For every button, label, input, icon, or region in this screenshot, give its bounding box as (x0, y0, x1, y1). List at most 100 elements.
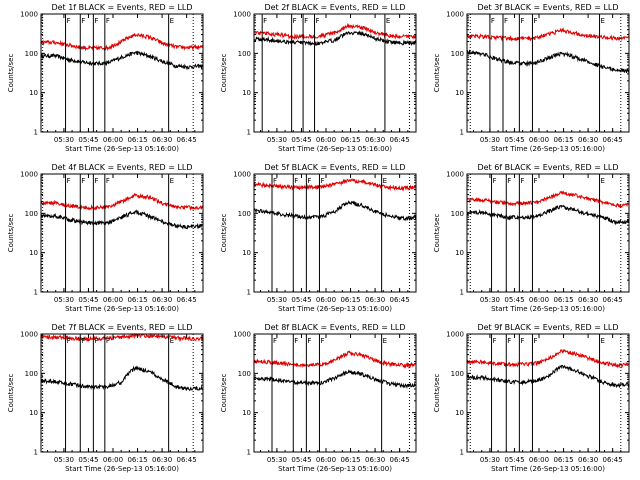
x-axis-label: Start Time (26-Sep-13 05:16:00) (65, 145, 179, 153)
x-tick-label: 06:15 (340, 136, 360, 144)
x-tick-label: 06:30 (578, 296, 598, 304)
y-tick-label: 100 (238, 370, 251, 378)
y-axis-label: Counts/sec (220, 374, 228, 413)
marker-label: E (170, 17, 174, 25)
marker-label: E (383, 337, 387, 345)
y-tick-label: 100 (238, 50, 251, 58)
y-tick-label: 1000 (233, 11, 251, 19)
marker-label: E (386, 17, 390, 25)
x-axis-label: Start Time (26-Sep-13 05:16:00) (65, 465, 179, 473)
y-tick-label: 1 (247, 289, 251, 297)
marker-label: F (316, 17, 320, 25)
x-tick-label: 06:45 (390, 296, 410, 304)
x-tick-label: 06:45 (177, 456, 197, 464)
marker-label: F (507, 337, 511, 345)
x-tick-label: 05:45 (504, 136, 524, 144)
marker-label: E (170, 177, 174, 185)
x-axis-label: Start Time (26-Sep-13 05:16:00) (491, 465, 605, 473)
x-tick-label: 05:30 (267, 296, 287, 304)
plot-frame (253, 333, 417, 453)
y-tick-label: 10 (242, 89, 251, 97)
x-tick-label: 06:45 (177, 136, 197, 144)
marker-label: F (94, 337, 98, 345)
x-tick-label: 05:30 (54, 136, 74, 144)
x-axis-label: Start Time (26-Sep-13 05:16:00) (278, 145, 392, 153)
y-axis-label: Counts/sec (433, 374, 441, 413)
y-tick-label: 1 (460, 289, 464, 297)
y-tick-label: 1 (460, 129, 464, 137)
x-axis-label: Start Time (26-Sep-13 05:16:00) (65, 305, 179, 313)
x-tick-label: 06:15 (553, 136, 573, 144)
y-tick-label: 1 (34, 289, 38, 297)
chart-title: Det 3f BLACK = Events, RED = LLD (477, 3, 618, 12)
marker-label: F (294, 177, 298, 185)
x-tick-label: 06:15 (553, 456, 573, 464)
marker-label: F (273, 177, 277, 185)
events-series-line (253, 200, 417, 222)
marker-label: F (491, 17, 495, 25)
y-tick-label: 100 (25, 50, 38, 58)
x-tick-label: 06:30 (578, 136, 598, 144)
x-tick-label: 06:15 (127, 296, 147, 304)
chart-title: Det 8f BLACK = Events, RED = LLD (264, 323, 405, 332)
marker-label: F (81, 177, 85, 185)
marker-label: F (67, 337, 71, 345)
marker-label: F (533, 17, 537, 25)
marker-label: E (601, 177, 605, 185)
marker-label: F (106, 17, 110, 25)
y-tick-label: 1 (34, 129, 38, 137)
events-series-line (253, 30, 417, 47)
y-tick-label: 100 (451, 370, 464, 378)
lld-series-line (40, 32, 204, 52)
x-tick-label: 05:45 (78, 296, 98, 304)
marker-label: F (294, 337, 298, 345)
x-tick-label: 06:45 (603, 296, 623, 304)
lld-series-line (40, 332, 204, 343)
x-tick-label: 05:45 (504, 456, 524, 464)
y-tick-label: 10 (455, 249, 464, 257)
y-axis-label: Counts/sec (433, 54, 441, 93)
plot-frame (40, 13, 204, 133)
plot-frame (466, 333, 630, 453)
x-tick-label: 06:30 (578, 456, 598, 464)
y-tick-label: 1000 (20, 171, 38, 179)
marker-label: F (263, 17, 267, 25)
x-tick-label: 05:45 (78, 136, 98, 144)
marker-label: F (94, 177, 98, 185)
y-tick-label: 10 (29, 249, 38, 257)
y-tick-label: 100 (25, 370, 38, 378)
x-tick-label: 05:45 (291, 456, 311, 464)
marker-label: E (170, 337, 174, 345)
x-tick-label: 06:30 (152, 136, 172, 144)
y-axis-label: Counts/sec (433, 214, 441, 253)
y-tick-label: 1000 (233, 171, 251, 179)
marker-label: F (520, 337, 524, 345)
x-tick-label: 06:00 (316, 296, 336, 304)
chart-panel-5: F F F F E 1 10 100 1000 05:30 05:45 06:00 06:15 06:30… (220, 163, 417, 313)
marker-label: F (533, 337, 537, 345)
x-tick-label: 06:45 (390, 456, 410, 464)
x-tick-label: 06:00 (529, 296, 549, 304)
y-tick-label: 1 (460, 449, 464, 457)
marker-label: F (320, 177, 324, 185)
x-tick-label: 06:30 (152, 456, 172, 464)
x-tick-label: 06:45 (603, 136, 623, 144)
y-axis-label: Counts/sec (7, 374, 15, 413)
x-tick-label: 05:30 (54, 296, 74, 304)
x-axis-label: Start Time (26-Sep-13 05:16:00) (278, 465, 392, 473)
marker-label: F (320, 337, 324, 345)
x-tick-label: 05:45 (291, 296, 311, 304)
y-tick-label: 100 (451, 210, 464, 218)
marker-label: E (601, 17, 605, 25)
plot-frame (253, 13, 417, 133)
x-tick-label: 06:15 (340, 296, 360, 304)
x-tick-label: 06:00 (316, 456, 336, 464)
chart-panel-8: F F F F E 1 10 100 1000 05:30 05:45 06:00 06:15 06:30… (220, 323, 417, 473)
x-tick-label: 06:00 (103, 296, 123, 304)
events-series-line (253, 369, 417, 390)
y-axis-label: Counts/sec (7, 214, 15, 253)
y-tick-label: 1000 (446, 171, 464, 179)
